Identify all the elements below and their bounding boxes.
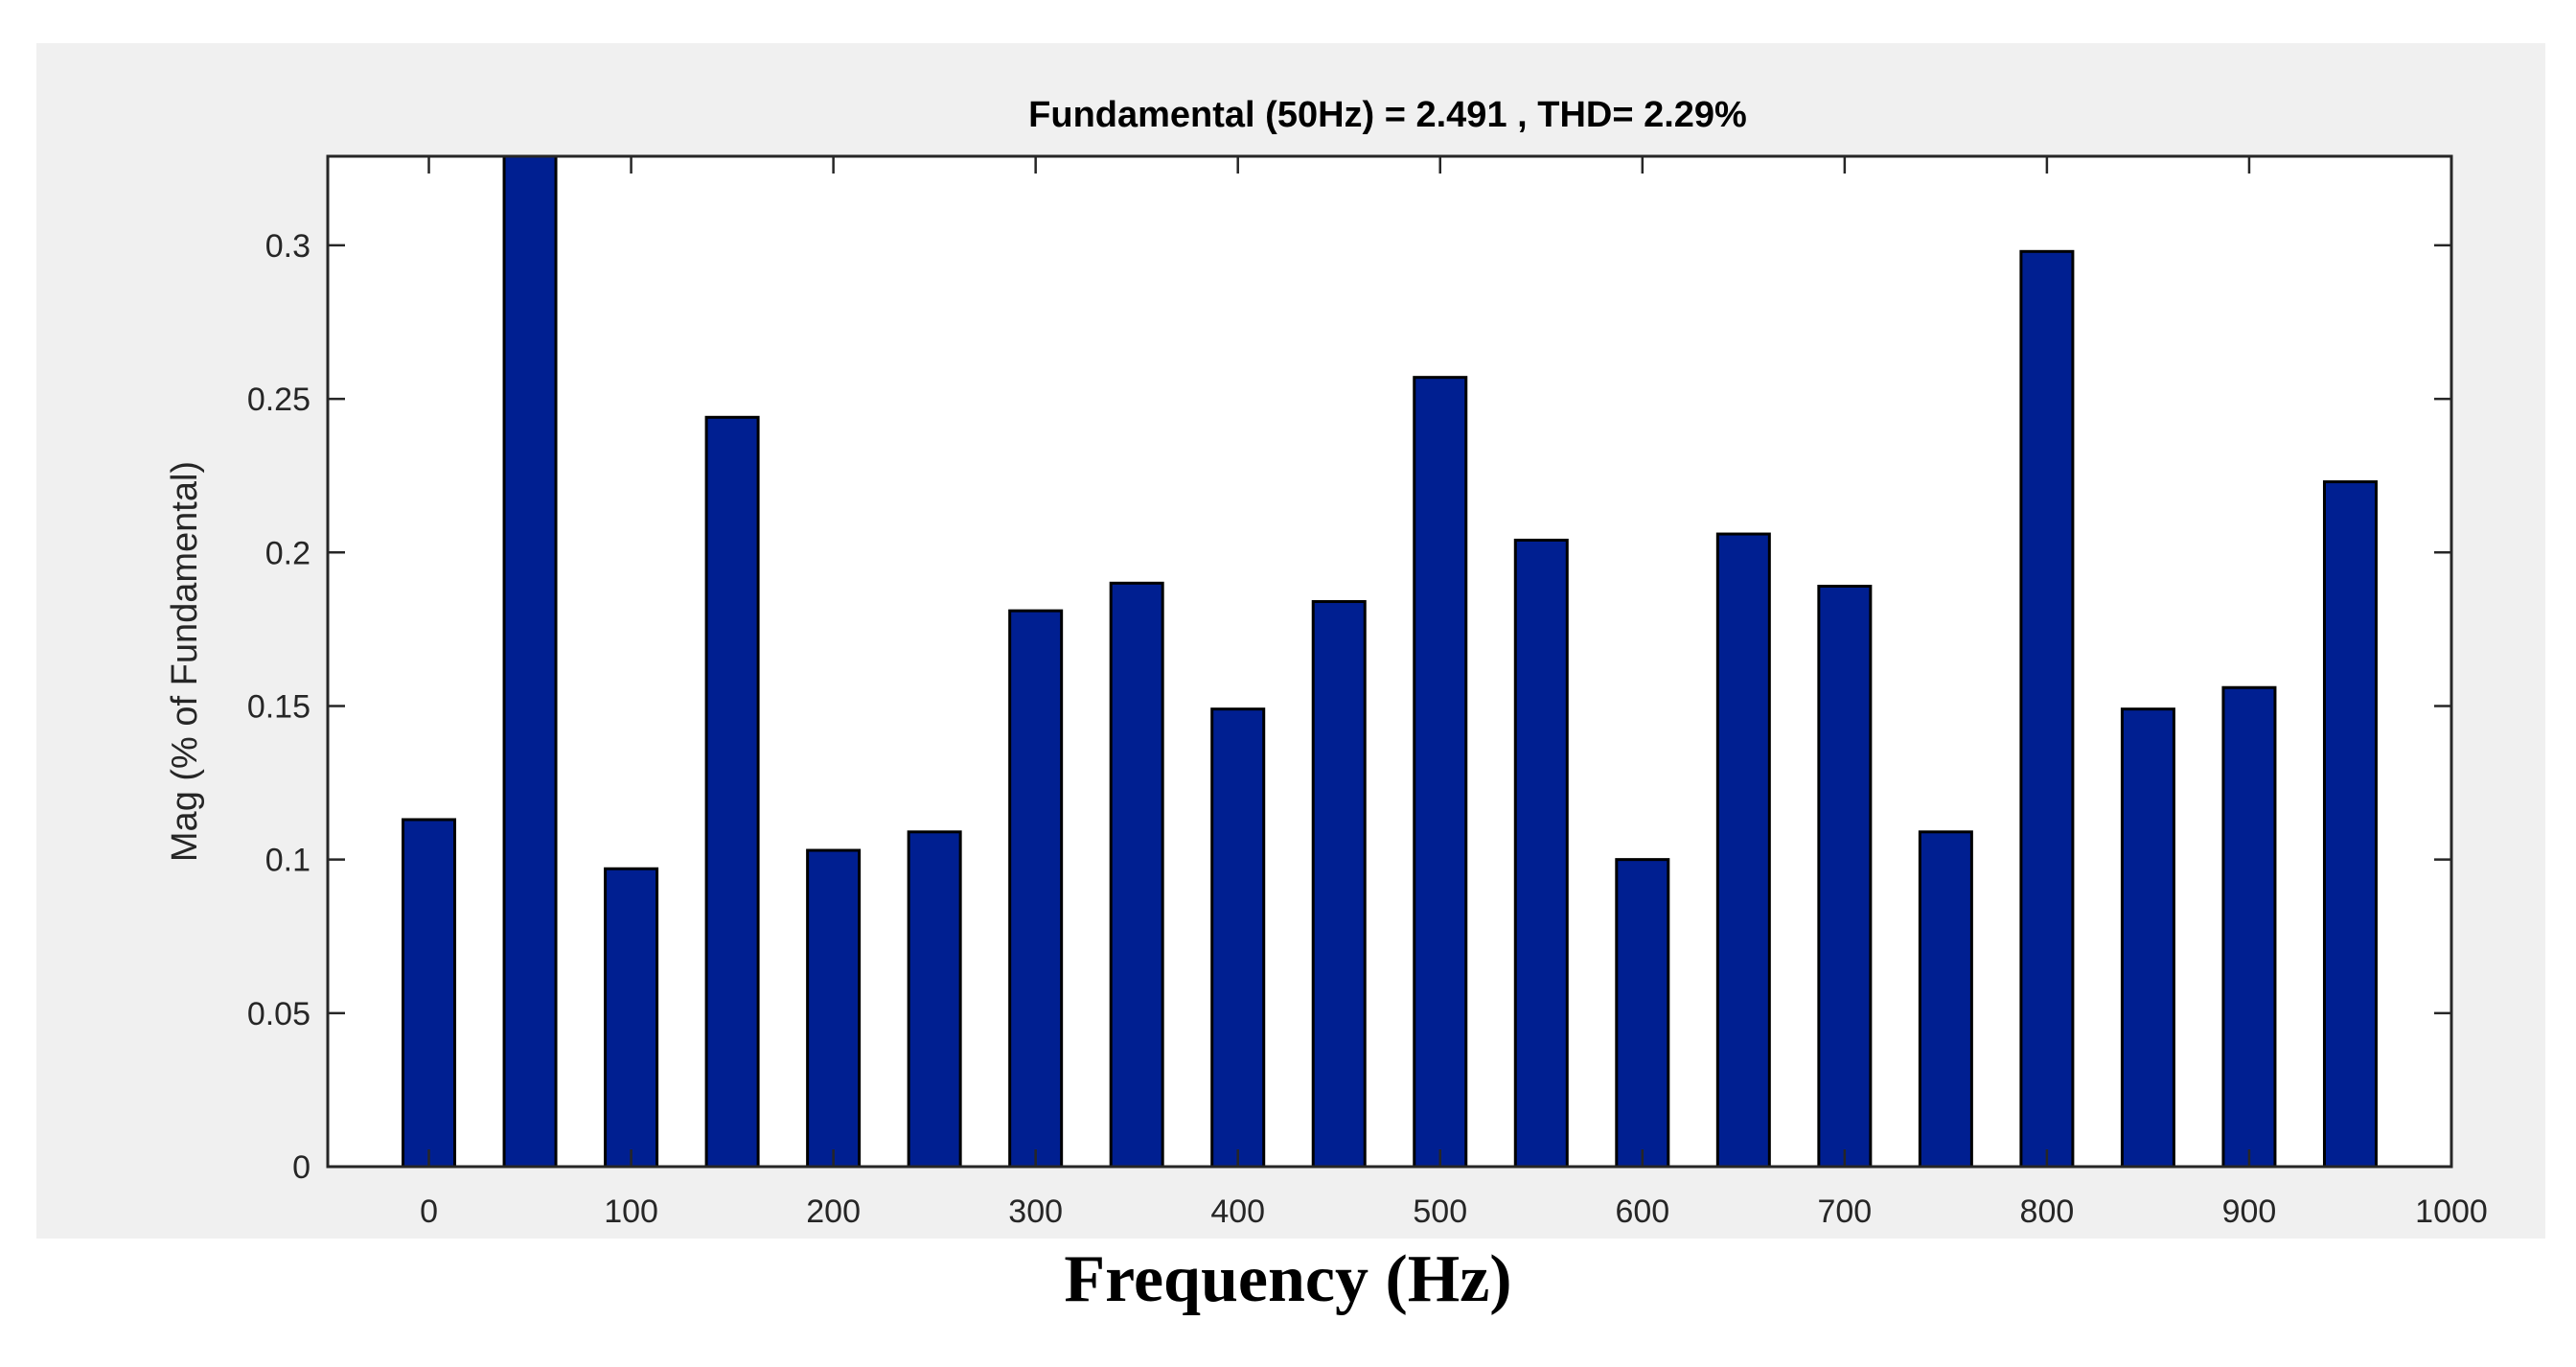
bar-200hz — [806, 848, 862, 1169]
bar-450hz — [1311, 600, 1367, 1169]
chart-title: Fundamental (50Hz) = 2.491 , THD= 2.29% — [1028, 95, 1747, 135]
axes-frame — [326, 154, 2453, 1169]
x-tick-label: 900 — [2222, 1193, 2277, 1230]
bar-500hz — [1413, 376, 1468, 1169]
bar-150hz — [704, 415, 760, 1169]
bar-850hz — [2120, 707, 2175, 1169]
bar-550hz — [1513, 538, 1569, 1169]
plot-area — [328, 156, 2451, 1167]
y-tick-label: 0.3 — [265, 228, 310, 265]
y-tick-label: 0.15 — [247, 688, 310, 725]
bar-0hz — [402, 818, 457, 1169]
y-tick-label: 0.25 — [247, 382, 310, 418]
bar-100hz — [604, 867, 659, 1169]
axis-ticks: 0 100 200 300 400 500 600 700 800 900 1000 0 0.05 0.1… — [247, 156, 2488, 1230]
bar-950hz — [2322, 480, 2378, 1169]
bar-700hz — [1817, 585, 1873, 1169]
y-tick-label: 0.05 — [247, 996, 310, 1032]
x-tick-label: 400 — [1210, 1193, 1265, 1230]
bars — [402, 154, 2378, 1169]
x-tick-label: 800 — [2020, 1193, 2075, 1230]
bar-350hz — [1109, 581, 1164, 1169]
y-tick-label: 0 — [292, 1149, 310, 1186]
x-tick-label: 600 — [1615, 1193, 1669, 1230]
bar-400hz — [1210, 707, 1266, 1169]
bar-600hz — [1615, 858, 1670, 1169]
y-tick-label: 0.2 — [265, 535, 310, 571]
x-axis-label: Frequency (Hz) — [1064, 1242, 1512, 1316]
x-tick-label: 100 — [604, 1193, 658, 1230]
x-tick-label: 700 — [1817, 1193, 1872, 1230]
bar-900hz — [2221, 685, 2277, 1169]
y-tick-label: 0.1 — [265, 843, 310, 879]
x-tick-label: 1000 — [2415, 1193, 2488, 1230]
bar-300hz — [1008, 609, 1064, 1169]
bar-750hz — [1918, 830, 1973, 1169]
x-tick-label: 500 — [1413, 1193, 1467, 1230]
x-tick-label: 300 — [1008, 1193, 1063, 1230]
bar-50hz — [502, 154, 558, 1169]
bar-250hz — [907, 830, 962, 1169]
bar-800hz — [2019, 249, 2075, 1169]
x-tick-label: 200 — [806, 1193, 861, 1230]
x-tick-label: 0 — [420, 1193, 438, 1230]
y-axis-label: Mag (% of Fundamental) — [165, 461, 205, 862]
bar-650hz — [1715, 532, 1771, 1169]
